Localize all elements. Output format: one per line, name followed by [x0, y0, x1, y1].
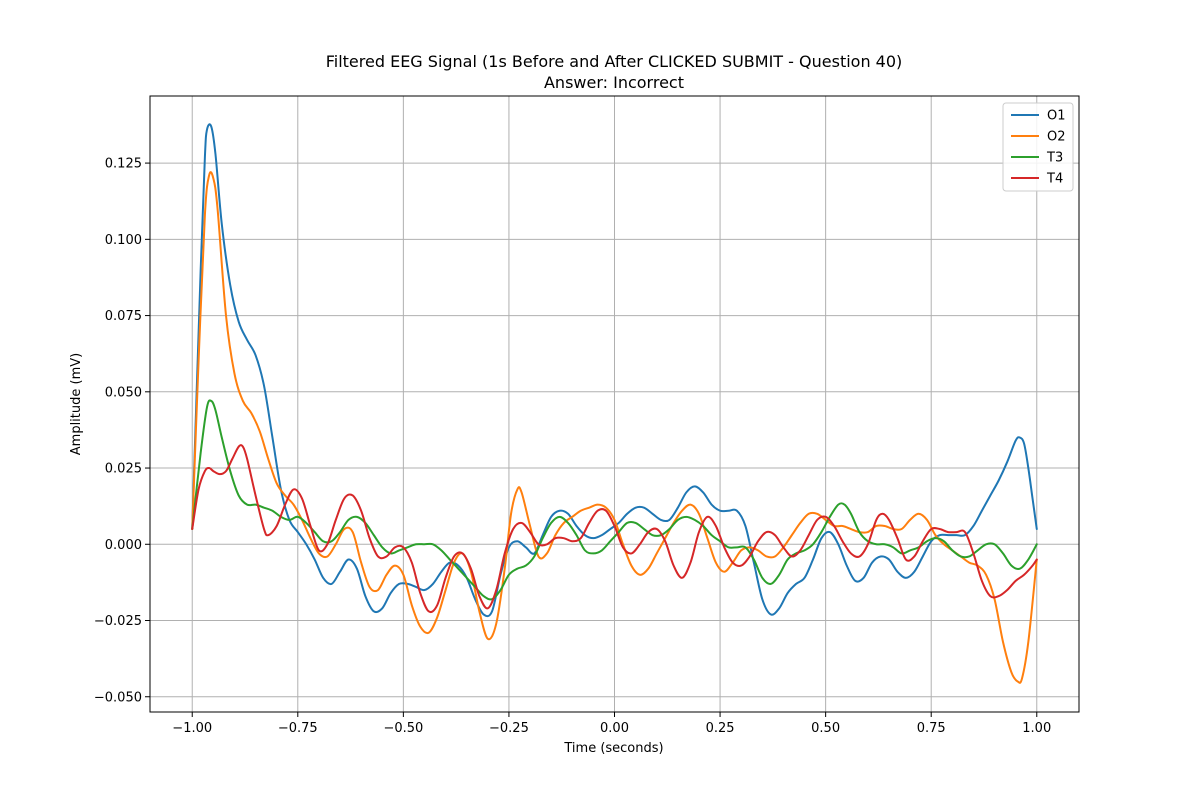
x-tick-label: 0.50	[811, 721, 840, 736]
x-tick-label: 0.75	[917, 721, 946, 736]
series-line-o2	[191, 171, 1038, 684]
series-line-t4	[191, 444, 1038, 614]
x-tick-label: −0.75	[278, 721, 318, 736]
x-tick-label: −1.00	[172, 721, 212, 736]
x-tick-label: −0.50	[383, 721, 423, 736]
series-line-t3	[191, 399, 1038, 601]
series-line-o1	[191, 123, 1038, 618]
x-tick-label: 1.00	[1022, 721, 1051, 736]
x-axis-label: Time (seconds)	[563, 741, 663, 756]
y-tick-label: 0.000	[105, 538, 142, 553]
y-tick-label: 0.075	[105, 309, 142, 324]
y-axis: −0.050 −0.025 0.000 0.025 0.050 0.075 0.100 0.1…	[94, 157, 150, 705]
x-tick-label: 0.25	[706, 721, 735, 736]
y-tick-label: 0.125	[105, 157, 142, 172]
x-tick-label: 0.00	[600, 721, 629, 736]
y-tick-label: 0.025	[105, 462, 142, 477]
y-tick-label: 0.050	[105, 385, 142, 400]
chart-title: Filtered EEG Signal (1s Before and After…	[326, 52, 903, 71]
y-tick-label: −0.050	[94, 690, 142, 705]
legend-label-o2: O2	[1047, 130, 1066, 145]
legend-label-o1: O1	[1047, 109, 1066, 124]
legend-box	[1002, 102, 1074, 192]
plot-series	[191, 123, 1038, 684]
chart-subtitle: Answer: Incorrect	[544, 73, 684, 92]
x-tick-label: −0.25	[489, 721, 529, 736]
x-axis: −1.00 −0.75 −0.50 −0.25 0.00 0.25 0.50 0.75 1.00	[172, 712, 1051, 736]
y-tick-label: 0.100	[105, 233, 142, 248]
y-tick-label: −0.025	[94, 614, 142, 629]
legend: O1 O2 T3 T4	[1002, 102, 1074, 192]
legend-label-t3: T3	[1046, 151, 1063, 166]
legend-label-t4: T4	[1046, 172, 1063, 187]
y-axis-label: Amplitude (mV)	[69, 353, 84, 455]
grid	[150, 96, 1079, 712]
